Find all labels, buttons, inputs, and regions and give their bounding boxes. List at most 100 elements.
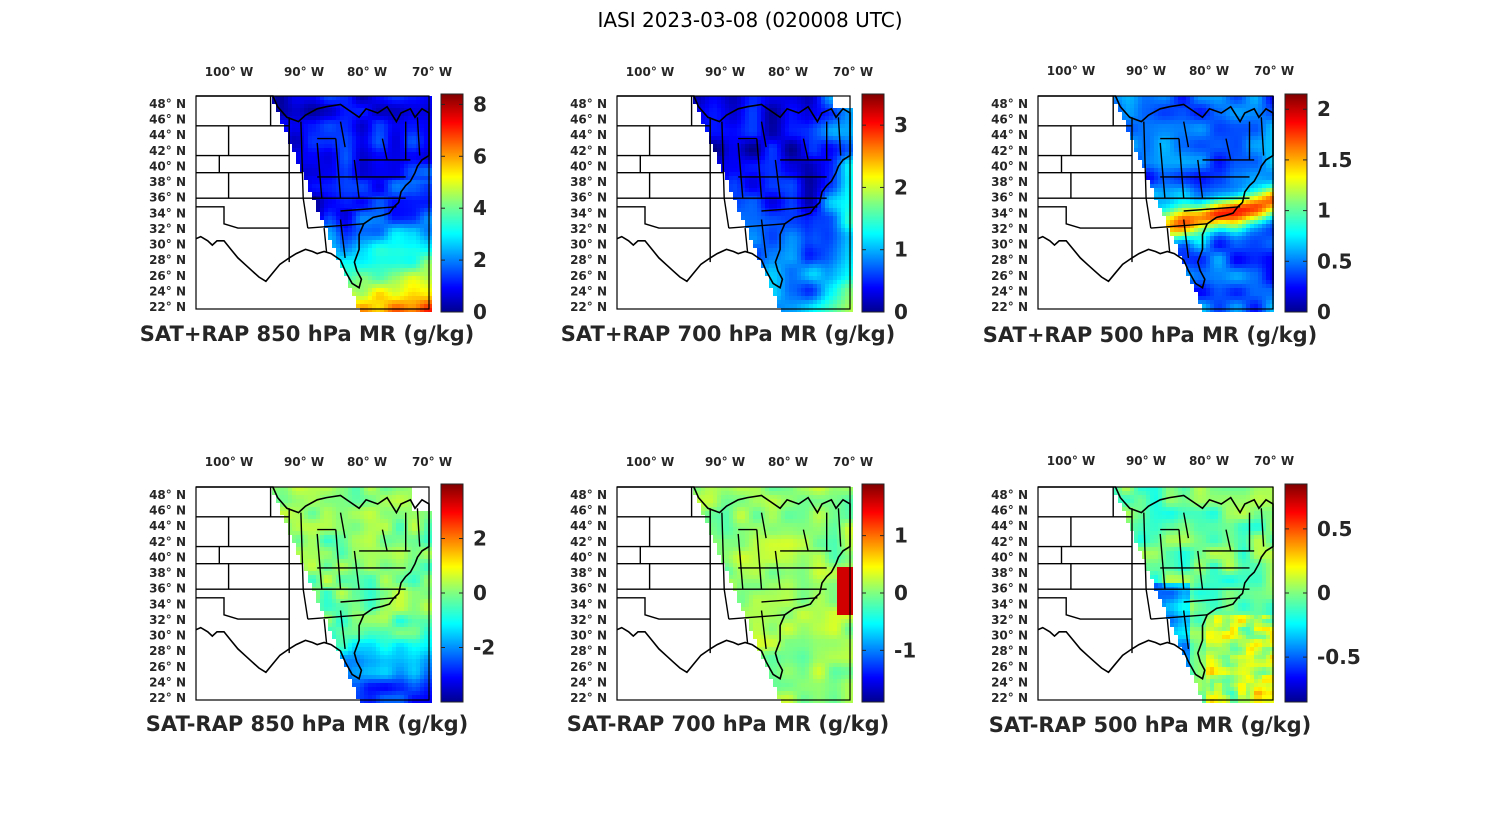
- swath-cell: [392, 200, 396, 204]
- swath-cell: [797, 276, 801, 280]
- swath-cell: [1198, 128, 1202, 132]
- swath-cell: [400, 212, 404, 216]
- swath-cell: [809, 288, 813, 292]
- swath-cell: [396, 232, 400, 236]
- swath-cell: [1254, 128, 1258, 132]
- swath-cell: [733, 120, 737, 124]
- swath-cell: [769, 100, 773, 104]
- swath-cell: [284, 100, 288, 104]
- swath-cell: [1230, 104, 1234, 108]
- swath-cell: [1218, 256, 1222, 260]
- swath-cell: [825, 188, 829, 192]
- swath-cell: [364, 168, 368, 172]
- swath-cell: [825, 220, 829, 224]
- swath-cell: [845, 308, 849, 312]
- swath-cell: [364, 487, 368, 491]
- swath-cell: [705, 96, 709, 100]
- swath-cell: [408, 260, 412, 264]
- swath-cell: [424, 220, 428, 224]
- swath-cell: [1266, 208, 1270, 212]
- swath-cell: [344, 204, 348, 208]
- swath-cell: [821, 252, 825, 256]
- swath-cell: [1218, 248, 1222, 252]
- swath-cell: [428, 168, 432, 172]
- swath-cell: [1170, 124, 1174, 128]
- swath-cell: [757, 216, 761, 220]
- swath-cell: [1198, 248, 1202, 252]
- swath-cell: [833, 300, 837, 304]
- swath-cell: [769, 264, 773, 268]
- swath-cell: [1202, 188, 1206, 192]
- swath-cell: [336, 232, 340, 236]
- swath-cell: [789, 128, 793, 132]
- swath-cell: [1170, 96, 1174, 100]
- swath-cell: [1162, 168, 1166, 172]
- swath-cell: [300, 104, 304, 108]
- swath-cell: [1214, 228, 1218, 232]
- swath-cell: [420, 204, 424, 208]
- swath-cell: [789, 260, 793, 264]
- swath-cell: [1182, 132, 1186, 136]
- swath-cell: [300, 495, 304, 499]
- swath-cell: [380, 280, 384, 284]
- swath-cell: [849, 244, 853, 248]
- swath-cell: [833, 272, 837, 276]
- swath-cell: [412, 232, 416, 236]
- swath-cell: [777, 160, 781, 164]
- swath-cell: [773, 240, 777, 244]
- swath-cell: [849, 200, 853, 204]
- swath-cell: [781, 148, 785, 152]
- swath-cell: [404, 220, 408, 224]
- swath-cell: [833, 188, 837, 192]
- swath-cell: [765, 128, 769, 132]
- swath-cell: [1182, 100, 1186, 104]
- swath-cell: [400, 264, 404, 268]
- swath-cell: [833, 124, 837, 128]
- swath-cell: [805, 264, 809, 268]
- swath-cell: [785, 288, 789, 292]
- swath-cell: [733, 152, 737, 156]
- swath-cell: [1202, 284, 1206, 288]
- swath-cell: [745, 152, 749, 156]
- swath-cell: [348, 96, 352, 100]
- swath-cell: [793, 144, 797, 148]
- swath-cell: [408, 244, 412, 248]
- swath-cell: [1166, 120, 1170, 124]
- swath-cell: [845, 256, 849, 260]
- swath-cell: [352, 192, 356, 196]
- swath-cell: [1222, 172, 1226, 176]
- swath-cell: [1242, 200, 1246, 204]
- swath-cell: [829, 136, 833, 140]
- swath-cell: [1170, 200, 1174, 204]
- swath-cell: [380, 300, 384, 304]
- swath-cell: [805, 228, 809, 232]
- swath-cell: [328, 487, 332, 491]
- swath-cell: [328, 124, 332, 128]
- swath-cell: [400, 236, 404, 240]
- swath-cell: [352, 188, 356, 192]
- swath-cell: [1186, 240, 1190, 244]
- swath-cell: [1142, 116, 1146, 120]
- swath-cell: [352, 232, 356, 236]
- swath-cell: [789, 100, 793, 104]
- swath-cell: [829, 100, 833, 104]
- swath-cell: [721, 128, 725, 132]
- swath-cell: [392, 140, 396, 144]
- swath-cell: [1214, 268, 1218, 272]
- swath-cell: [1266, 164, 1270, 168]
- swath-cell: [1238, 228, 1242, 232]
- swath-cell: [328, 208, 332, 212]
- swath-cell: [408, 264, 412, 268]
- swath-cell: [1238, 208, 1242, 212]
- swath-cell: [765, 240, 769, 244]
- lon-tick-label: 90° W: [705, 65, 745, 79]
- swath-cell: [404, 308, 408, 312]
- swath-cell: [1226, 128, 1230, 132]
- swath-cell: [777, 248, 781, 252]
- swath-cell: [288, 487, 292, 491]
- swath-cell: [1214, 156, 1218, 160]
- swath-cell: [408, 152, 412, 156]
- swath-cell: [797, 108, 801, 112]
- swath-cell: [845, 224, 849, 228]
- swath-cell: [392, 244, 396, 248]
